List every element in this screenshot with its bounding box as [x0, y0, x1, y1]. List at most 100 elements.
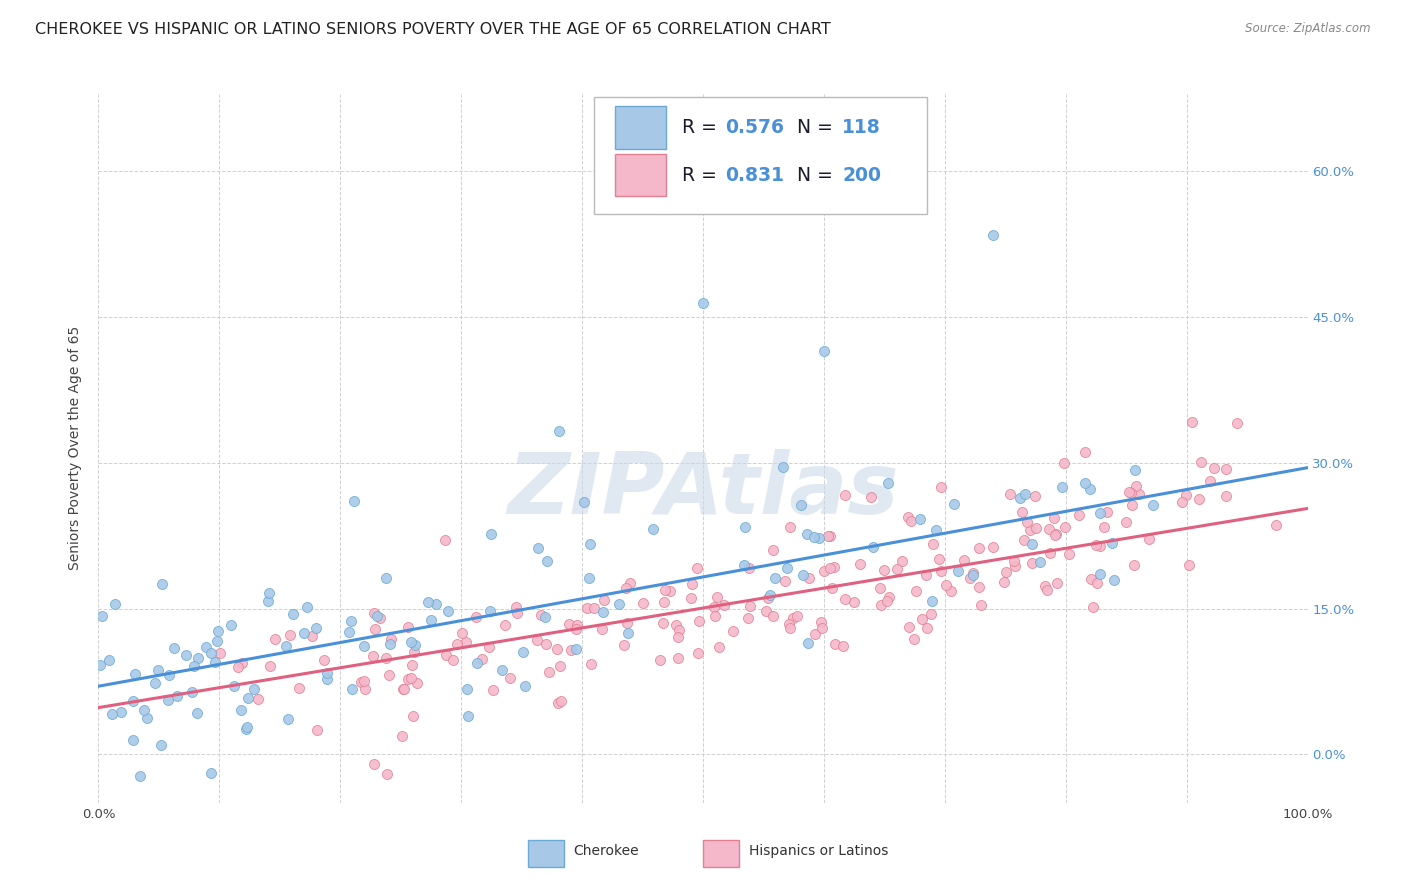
Point [948, 564, 970, 578]
Point [465, 656, 488, 670]
Point [873, 563, 896, 577]
Point [380, 632, 402, 646]
Point [457, 709, 479, 723]
Point [824, 560, 846, 574]
Point [235, 722, 257, 736]
Point [1074, 445, 1097, 459]
Point [1015, 515, 1038, 529]
Point [437, 604, 460, 618]
Point [613, 638, 636, 652]
Point [340, 614, 363, 628]
Point [274, 639, 297, 653]
Point [157, 667, 180, 681]
Point [89, 657, 111, 672]
Point [772, 460, 794, 475]
Point [782, 611, 804, 625]
Point [897, 509, 920, 524]
Point [90, 608, 112, 623]
Point [1139, 532, 1161, 546]
Point [181, 684, 204, 698]
Point [870, 598, 893, 612]
Point [929, 480, 952, 494]
Point [361, 648, 384, 663]
Point [1189, 455, 1212, 469]
Point [703, 608, 725, 623]
Text: N =: N = [797, 119, 839, 137]
Point [207, 624, 229, 639]
Point [962, 567, 984, 582]
Point [688, 646, 710, 660]
Point [1039, 546, 1062, 560]
Point [404, 638, 426, 652]
Point [778, 617, 800, 632]
Point [1265, 518, 1288, 533]
Point [134, 703, 156, 717]
Point [1002, 554, 1025, 568]
Point [530, 608, 553, 623]
Point [1123, 463, 1146, 477]
Text: 0.576: 0.576 [724, 119, 783, 137]
Point [1121, 498, 1143, 512]
Point [454, 634, 477, 648]
Point [446, 637, 468, 651]
Point [811, 621, 834, 635]
Point [222, 680, 245, 694]
Point [301, 629, 323, 643]
Point [969, 598, 991, 612]
Point [773, 574, 796, 588]
Point [537, 665, 560, 679]
Point [943, 497, 966, 511]
Point [456, 681, 478, 696]
Point [1033, 580, 1056, 594]
Point [897, 620, 920, 634]
Point [935, 578, 957, 592]
Point [929, 564, 952, 578]
Point [416, 595, 439, 609]
Point [156, 693, 179, 707]
Point [257, 586, 280, 600]
Point [709, 640, 731, 655]
Point [939, 584, 962, 599]
Point [953, 553, 976, 567]
Point [1202, 461, 1225, 475]
Point [1011, 505, 1033, 519]
Point [104, 597, 127, 611]
Point [548, 424, 571, 438]
Point [565, 618, 588, 632]
Point [713, 598, 735, 612]
Point [363, 607, 385, 621]
Point [494, 617, 516, 632]
Point [1018, 523, 1040, 537]
Text: Hispanics or Latinos: Hispanics or Latinos [749, 844, 889, 858]
Point [844, 594, 866, 608]
Point [121, 694, 143, 708]
Point [738, 599, 761, 614]
Point [1053, 456, 1076, 470]
Point [738, 561, 761, 575]
Point [803, 530, 825, 544]
Point [706, 590, 728, 604]
Point [425, 598, 447, 612]
Point [607, 597, 630, 611]
Point [316, 666, 339, 681]
Point [734, 520, 756, 534]
Point [479, 526, 502, 541]
Point [967, 580, 990, 594]
Point [312, 653, 335, 667]
Point [363, 756, 385, 771]
Point [512, 645, 534, 659]
Point [921, 594, 943, 608]
Point [396, 672, 419, 686]
Point [920, 607, 942, 621]
Point [733, 558, 755, 572]
Point [1198, 474, 1220, 488]
Point [1085, 575, 1108, 590]
Point [915, 621, 938, 635]
Point [340, 681, 363, 696]
Point [754, 604, 776, 618]
Point [688, 615, 710, 629]
Point [666, 651, 689, 665]
Point [364, 622, 387, 636]
Point [1088, 506, 1111, 520]
Point [786, 608, 808, 623]
